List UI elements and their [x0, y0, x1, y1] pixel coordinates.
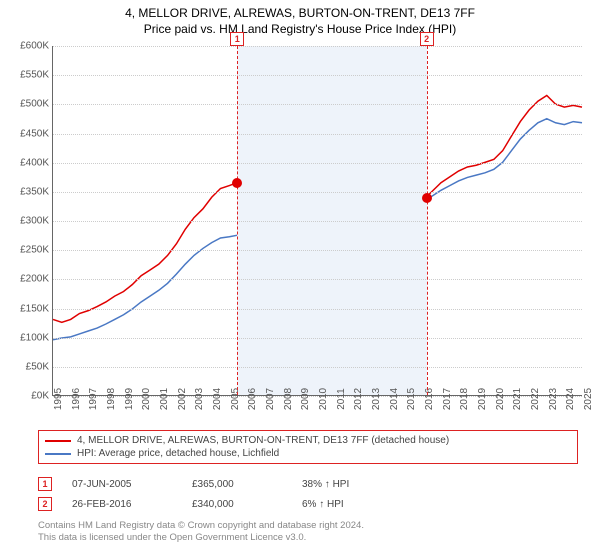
y-tick-label: £50K [26, 361, 49, 372]
gridline [53, 309, 582, 310]
y-tick-label: £0K [31, 391, 49, 402]
x-tick-label: 1997 [88, 388, 99, 410]
x-tick-label: 2024 [565, 388, 576, 410]
y-tick-label: £350K [20, 186, 49, 197]
y-tick-label: £150K [20, 303, 49, 314]
x-tick-label: 2020 [495, 388, 506, 410]
gridline [53, 221, 582, 222]
title-sub: Price paid vs. HM Land Registry's House … [0, 22, 600, 36]
x-tick-label: 2013 [371, 388, 382, 410]
chart-container: 4, MELLOR DRIVE, ALREWAS, BURTON-ON-TREN… [0, 0, 600, 560]
sale-date: 07-JUN-2005 [72, 479, 172, 490]
x-tick-label: 2008 [283, 388, 294, 410]
y-tick-label: £400K [20, 157, 49, 168]
sale-marker-line [427, 46, 428, 395]
gridline [53, 163, 582, 164]
legend-row: 4, MELLOR DRIVE, ALREWAS, BURTON-ON-TREN… [45, 434, 571, 447]
y-tick-label: £600K [20, 41, 49, 52]
sale-row-marker: 1 [38, 477, 52, 491]
sale-date: 26-FEB-2016 [72, 499, 172, 510]
x-tick-label: 2025 [583, 388, 594, 410]
gridline [53, 250, 582, 251]
sale-marker-box: 2 [420, 32, 434, 46]
gridline [53, 75, 582, 76]
x-tick-label: 2009 [300, 388, 311, 410]
x-tick-label: 2012 [353, 388, 364, 410]
x-tick-label: 1999 [124, 388, 135, 410]
x-tick-label: 2019 [477, 388, 488, 410]
sale-row-marker: 2 [38, 497, 52, 511]
sale-row: 1 07-JUN-2005 £365,000 38% ↑ HPI [38, 474, 578, 494]
x-tick-label: 1996 [71, 388, 82, 410]
chart-plot-area: £0K£50K£100K£150K£200K£250K£300K£350K£40… [52, 46, 582, 396]
footer-line-2: This data is licensed under the Open Gov… [38, 532, 578, 544]
y-tick-label: £450K [20, 128, 49, 139]
legend-row: HPI: Average price, detached house, Lich… [45, 447, 571, 460]
sales-table: 1 07-JUN-2005 £365,000 38% ↑ HPI 2 26-FEB-201… [38, 474, 578, 514]
x-tick-label: 2021 [512, 388, 523, 410]
sale-price: £340,000 [192, 499, 282, 510]
x-tick-label: 2022 [530, 388, 541, 410]
gridline [53, 338, 582, 339]
gridline [53, 192, 582, 193]
x-tick-label: 2016 [424, 388, 435, 410]
sale-price: £365,000 [192, 479, 282, 490]
y-tick-label: £100K [20, 332, 49, 343]
gridline [53, 279, 582, 280]
y-tick-label: £250K [20, 245, 49, 256]
x-tick-label: 2023 [548, 388, 559, 410]
x-tick-label: 2010 [318, 388, 329, 410]
sale-marker-box: 1 [230, 32, 244, 46]
y-tick-label: £500K [20, 99, 49, 110]
x-tick-label: 2004 [212, 388, 223, 410]
footer-line-1: Contains HM Land Registry data © Crown c… [38, 520, 578, 532]
x-tick-label: 2007 [265, 388, 276, 410]
x-tick-label: 2017 [442, 388, 453, 410]
legend-label: 4, MELLOR DRIVE, ALREWAS, BURTON-ON-TREN… [77, 435, 449, 446]
x-tick-label: 2018 [459, 388, 470, 410]
gridline [53, 134, 582, 135]
x-tick-label: 2000 [141, 388, 152, 410]
sale-row: 2 26-FEB-2016 £340,000 6% ↑ HPI [38, 494, 578, 514]
x-tick-label: 1995 [53, 388, 64, 410]
x-tick-label: 2006 [247, 388, 258, 410]
footer: Contains HM Land Registry data © Crown c… [38, 520, 578, 545]
title-block: 4, MELLOR DRIVE, ALREWAS, BURTON-ON-TREN… [0, 0, 600, 36]
x-tick-label: 1998 [106, 388, 117, 410]
sale-pct: 6% ↑ HPI [302, 499, 392, 510]
x-tick-label: 2011 [336, 388, 347, 410]
x-tick-label: 2014 [389, 388, 400, 410]
title-main: 4, MELLOR DRIVE, ALREWAS, BURTON-ON-TREN… [0, 6, 600, 20]
sale-dot [422, 193, 432, 203]
sale-marker-line [237, 46, 238, 395]
y-tick-label: £200K [20, 274, 49, 285]
x-tick-label: 2015 [406, 388, 417, 410]
gridline [53, 104, 582, 105]
y-tick-label: £550K [20, 70, 49, 81]
sale-dot [232, 178, 242, 188]
x-tick-label: 2001 [159, 388, 170, 410]
x-tick-label: 2003 [194, 388, 205, 410]
y-tick-label: £300K [20, 216, 49, 227]
legend-label: HPI: Average price, detached house, Lich… [77, 448, 279, 459]
gridline [53, 367, 582, 368]
gridline [53, 46, 582, 47]
legend-swatch [45, 453, 71, 455]
x-tick-label: 2005 [230, 388, 241, 410]
legend: 4, MELLOR DRIVE, ALREWAS, BURTON-ON-TREN… [38, 430, 578, 464]
legend-swatch [45, 440, 71, 442]
sale-pct: 38% ↑ HPI [302, 479, 392, 490]
x-tick-label: 2002 [177, 388, 188, 410]
